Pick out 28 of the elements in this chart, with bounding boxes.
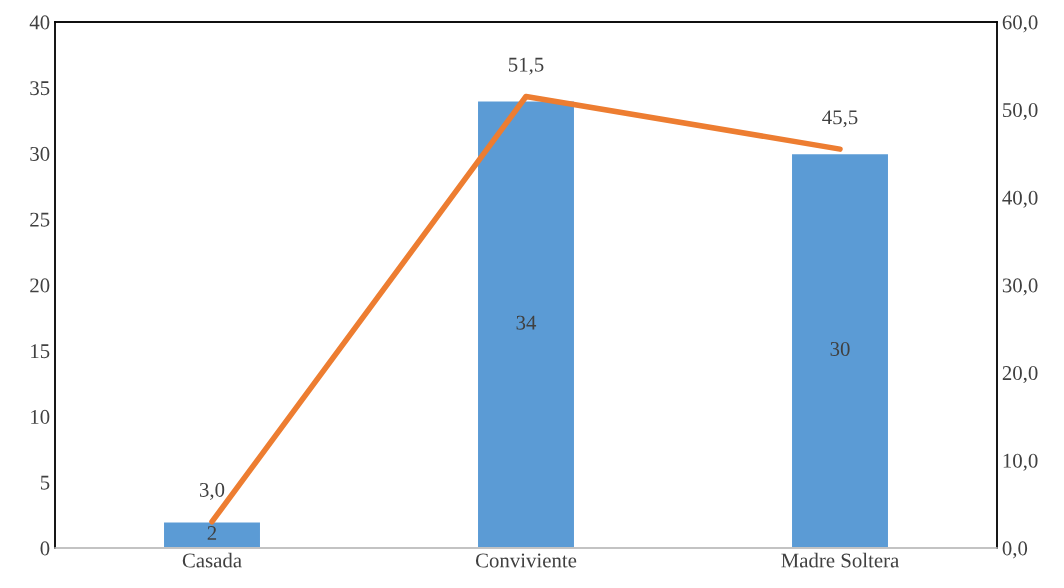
x-tick-label: Conviviente (475, 553, 577, 568)
bar (162, 521, 262, 548)
y-tick-label: 35 (30, 81, 50, 96)
y2-tick-label: 40,0 (1002, 190, 1038, 208)
x-tick-label: Madre Soltera (781, 552, 900, 568)
y-tick-label: 5 (40, 475, 50, 490)
y-tick-label: 0 (40, 541, 50, 556)
y-tick-label: 20 (30, 278, 50, 293)
y-tick-label: 15 (31, 344, 50, 359)
y-tick-label: 25 (30, 212, 50, 227)
data-label: 51,5 (508, 57, 544, 75)
y-tick-label: 30 (30, 146, 50, 161)
y2-tick-label: 30,0 (1002, 278, 1038, 296)
data-label: 45,5 (822, 110, 858, 128)
x-tick-label: Casada (182, 552, 242, 568)
y2-tick-label: 20,0 (1002, 366, 1038, 384)
data-label: 2 (207, 526, 217, 540)
y2-tick-label: 60,0 (1002, 15, 1038, 33)
data-label: 30 (830, 341, 850, 356)
y2-tick-label: 0,0 (1002, 541, 1028, 559)
bar (790, 152, 890, 548)
data-label: 3,0 (199, 482, 225, 500)
y2-tick-label: 50,0 (1003, 103, 1038, 121)
bar (476, 100, 576, 548)
y-tick-label: 10 (31, 409, 50, 424)
data-label: 34 (516, 315, 537, 330)
y2-tick-label: 10,0 (1003, 453, 1038, 471)
y-tick-label: 40 (29, 15, 50, 30)
